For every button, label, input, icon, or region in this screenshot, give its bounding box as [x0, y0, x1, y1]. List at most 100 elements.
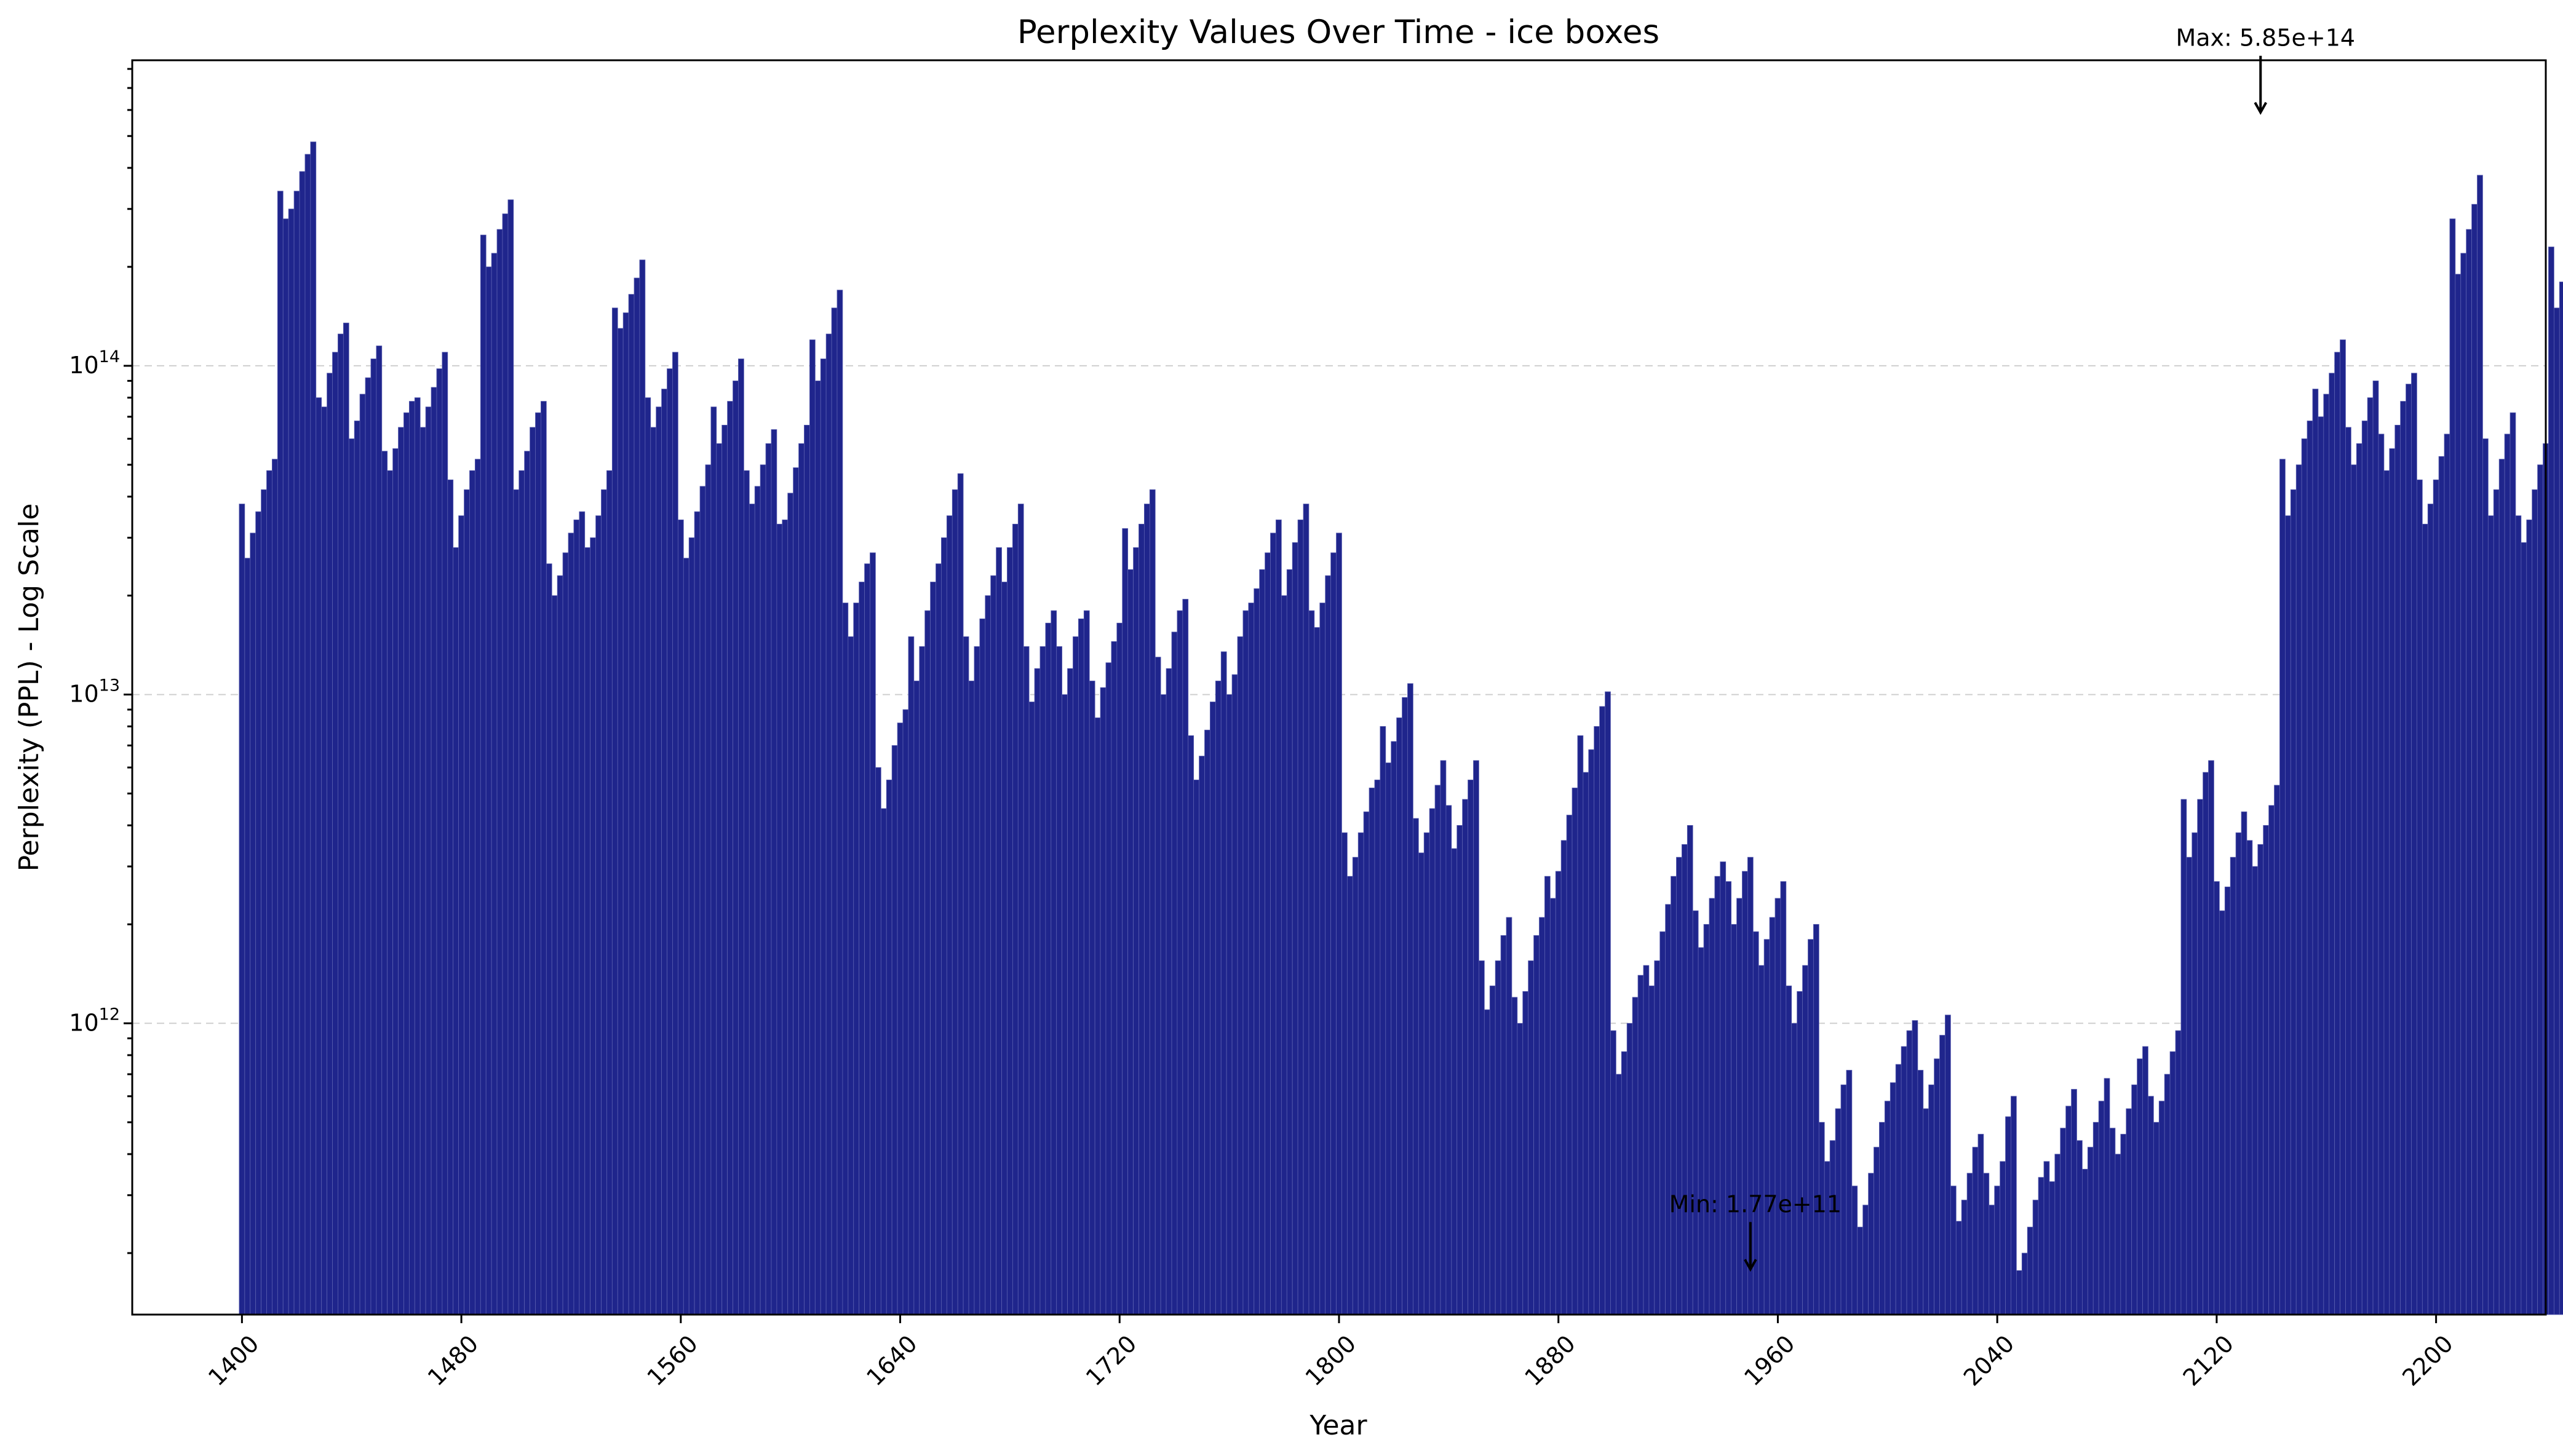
bar: [398, 427, 404, 1315]
bar: [645, 397, 651, 1315]
bar: [2252, 866, 2259, 1315]
y-tick-base: 10: [69, 1009, 98, 1036]
bar: [2016, 1270, 2022, 1315]
bar: [1829, 1140, 1836, 1315]
bar: [809, 339, 816, 1315]
bar: [936, 563, 942, 1315]
bar: [403, 412, 410, 1315]
bar: [1423, 832, 1430, 1315]
bar: [1939, 1035, 1945, 1315]
bar: [639, 259, 646, 1315]
bar: [359, 394, 366, 1315]
bar: [1357, 832, 1364, 1315]
bar: [1698, 947, 1704, 1315]
bar: [990, 575, 997, 1315]
bar: [414, 397, 421, 1315]
bar: [699, 486, 706, 1315]
x-tick-label: 1400: [203, 1330, 264, 1391]
bar: [1720, 861, 1727, 1315]
bar: [2126, 1108, 2132, 1315]
bar: [1078, 618, 1084, 1315]
bar: [2498, 459, 2505, 1315]
bar: [1528, 960, 1534, 1315]
y-axis-label: Perplexity (PPL) - Log Scale: [14, 504, 45, 872]
bar: [1122, 528, 1129, 1315]
bar: [1966, 1173, 1973, 1315]
bar: [2038, 1177, 2044, 1315]
bar: [1380, 726, 1386, 1315]
bar: [458, 515, 464, 1315]
bar: [2137, 1058, 2143, 1315]
bar: [507, 199, 514, 1315]
bar: [1906, 1030, 1913, 1315]
bar: [2295, 464, 2302, 1315]
bar: [2334, 352, 2340, 1315]
bar: [502, 213, 509, 1315]
bar: [1231, 674, 1238, 1315]
bar: [2214, 881, 2220, 1315]
bar: [1879, 1122, 1885, 1315]
x-axis: 1400 1480 1560 1640 1720 1800 1880 1960 2040 2120…: [203, 1315, 2458, 1391]
bar: [1292, 542, 1298, 1315]
bar: [2043, 1161, 2050, 1315]
bar: [1654, 960, 1661, 1315]
bar: [831, 307, 838, 1315]
x-tick-label: 2040: [1958, 1330, 2020, 1391]
bar: [2417, 479, 2423, 1315]
bar: [1402, 697, 1408, 1315]
bar: [1802, 965, 1808, 1315]
bar: [431, 387, 437, 1315]
bar: [2329, 373, 2335, 1315]
bar: [1374, 780, 1381, 1315]
bar: [1177, 610, 1183, 1315]
bar: [1983, 1173, 1990, 1315]
bar: [924, 610, 931, 1315]
bar: [1308, 610, 1315, 1315]
bar: [2076, 1140, 2083, 1315]
bar: [1007, 547, 1013, 1315]
bar: [2169, 1051, 2176, 1315]
bar: [875, 767, 881, 1315]
bar: [250, 532, 256, 1315]
x-tick-label: 1640: [861, 1330, 923, 1391]
bar: [546, 563, 552, 1315]
bar: [2427, 504, 2434, 1315]
bar: [425, 406, 432, 1315]
bar: [562, 552, 569, 1315]
bar: [381, 451, 388, 1315]
bar: [820, 358, 827, 1315]
bar: [1094, 717, 1101, 1315]
bar: [2027, 1227, 2033, 1315]
bar: [864, 563, 870, 1315]
bar: [1895, 1064, 1902, 1315]
bar: [365, 377, 372, 1315]
bar: [310, 141, 317, 1315]
bar: [1133, 547, 1139, 1315]
bar: [710, 406, 717, 1315]
bar: [754, 486, 761, 1315]
bar: [1363, 811, 1370, 1315]
bar: [1594, 726, 1600, 1315]
bar: [2197, 799, 2204, 1315]
bar: [2559, 282, 2563, 1315]
bar: [985, 595, 991, 1315]
bar: [1154, 657, 1161, 1315]
bar: [354, 421, 360, 1315]
x-tick-label: 2120: [2178, 1330, 2239, 1391]
x-tick-label: 1720: [1081, 1330, 1142, 1391]
bar: [1226, 694, 1233, 1315]
bar: [530, 427, 536, 1315]
bar: [1144, 504, 1150, 1315]
bar: [1210, 702, 1216, 1315]
bar: [2203, 772, 2209, 1315]
bar: [1204, 729, 1210, 1315]
bar: [2406, 384, 2412, 1315]
bar: [1369, 788, 1375, 1315]
bar: [2005, 1116, 2011, 1315]
bar: [332, 352, 338, 1315]
bar: [584, 547, 591, 1315]
bar: [436, 368, 443, 1315]
bar: [1945, 1015, 1951, 1315]
bar: [1549, 898, 1556, 1315]
